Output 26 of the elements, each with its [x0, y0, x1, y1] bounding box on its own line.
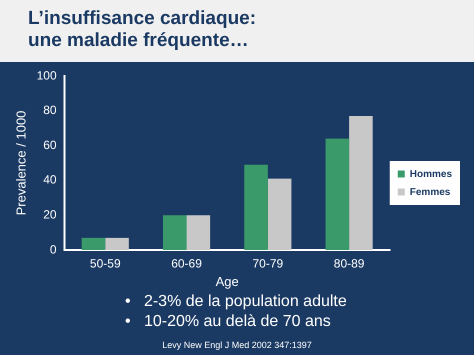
x-tick-label: 80-89	[334, 256, 365, 271]
bar	[162, 215, 187, 250]
x-axis-title: Age	[216, 274, 239, 289]
y-tick-label: 100	[36, 68, 57, 82]
bar	[105, 238, 129, 250]
y-tick-label: 20	[43, 208, 57, 222]
bar	[186, 215, 210, 250]
x-tick-label: 50-59	[90, 256, 121, 271]
bar	[82, 238, 106, 250]
bar	[349, 116, 373, 250]
chart-title: L’insuffisance cardiaque: une maladie fréquente…	[0, 0, 474, 62]
bar	[326, 138, 350, 250]
y-tick-label: 0	[50, 242, 57, 256]
x-tick-label: 70-79	[252, 256, 284, 271]
bar	[268, 178, 292, 250]
y-axis-title: Prevalence / 1000	[13, 110, 28, 216]
text: Levy New Engl J Med 2002 347:1397	[161, 340, 313, 350]
legend-label: Femmes	[410, 186, 451, 198]
legend-label: Hommes	[410, 168, 452, 180]
text: • 2-3% de la population adulte	[125, 292, 348, 312]
bar	[244, 164, 268, 250]
y-tick-label: 60	[43, 138, 57, 152]
text: • 10-20% au delà de 70 ans	[125, 312, 332, 332]
y-tick-label: 80	[43, 103, 57, 118]
x-tick-label: 60-69	[171, 256, 202, 271]
y-tick-label: 40	[43, 172, 57, 187]
